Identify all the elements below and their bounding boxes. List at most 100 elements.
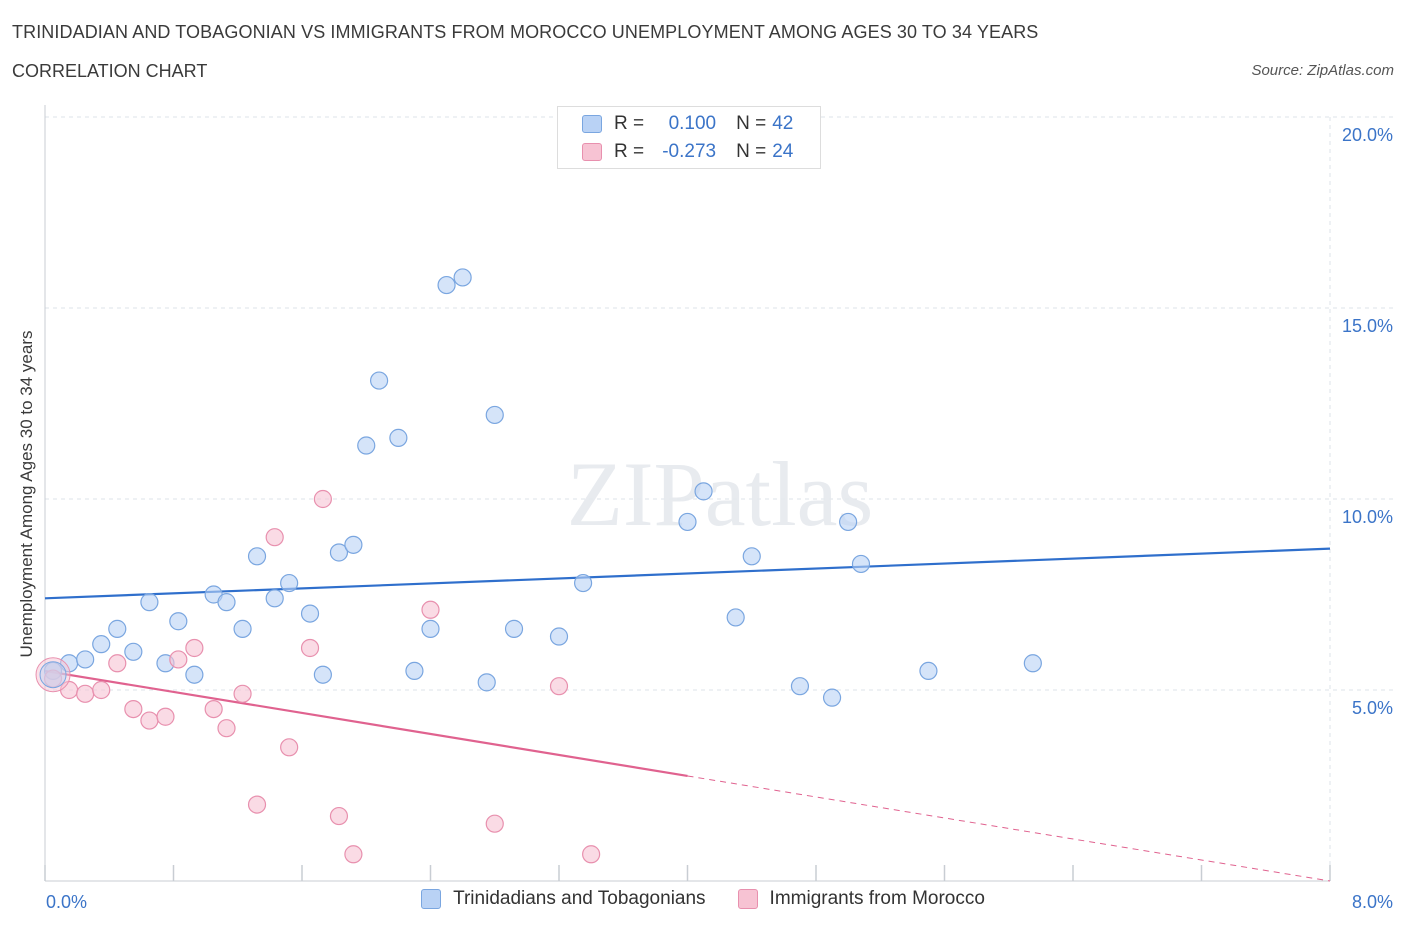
- trend-line-morocco: [44, 669, 688, 778]
- point-trinidadian: [790, 677, 810, 696]
- point-trinidadian: [329, 543, 349, 562]
- point-trinidadian: [108, 619, 127, 638]
- point-morocco: [313, 489, 332, 509]
- point-morocco: [344, 845, 363, 864]
- r-value: 0.100: [668, 113, 717, 134]
- point-morocco: [247, 795, 267, 814]
- point-morocco: [204, 699, 223, 719]
- point-morocco: [76, 684, 95, 703]
- tick-labels: 5.0% 10.0% 15.0% 20.0% 0.0% 8.0%: [46, 125, 1393, 912]
- legend-label: Immigrants from Morocco: [769, 888, 985, 909]
- point-morocco: [92, 680, 111, 700]
- trend-line-trinidadian: [44, 547, 1331, 600]
- data-points: [35, 268, 1042, 864]
- point-trinidadian: [453, 268, 472, 287]
- blue-swatch: [421, 889, 442, 909]
- point-morocco: [549, 677, 569, 696]
- point-morocco: [280, 738, 299, 757]
- point-trinidadian: [549, 627, 569, 646]
- n-value: 42: [772, 113, 794, 134]
- chart-subtitle: CORRELATION CHART: [12, 61, 208, 81]
- point-morocco: [233, 684, 252, 703]
- legend-item-trinidadians: Trinidadians and Tobagonians: [421, 888, 706, 910]
- point-trinidadian: [742, 547, 761, 566]
- legend-item-morocco: Immigrants from Morocco: [737, 888, 985, 910]
- point-trinidadian: [124, 642, 143, 661]
- point-morocco: [124, 699, 143, 719]
- stats-legend-row-blue: R = 0.100 N = 42: [582, 112, 793, 136]
- point-trinidadian: [169, 612, 188, 631]
- point-trinidadian: [573, 573, 593, 593]
- point-trinidadian: [504, 619, 524, 638]
- watermark: ZIPatlas: [567, 443, 874, 545]
- point-morocco: [140, 711, 159, 730]
- point-trinidadian: [217, 593, 236, 612]
- point-trinidadian: [726, 608, 745, 627]
- blue-swatch: [582, 115, 602, 133]
- point-trinidadian: [344, 535, 363, 554]
- pink-swatch: [737, 889, 758, 909]
- point-trinidadian: [389, 428, 408, 447]
- point-morocco: [582, 845, 601, 864]
- y-axis-label: Unemployment Among Ages 30 to 34 years: [17, 330, 36, 658]
- point-trinidadian: [851, 554, 871, 574]
- source-label: Source: ZipAtlas.com: [1251, 62, 1394, 79]
- point-trinidadian: [694, 482, 713, 501]
- y-tick-label: 20.0%: [1342, 125, 1393, 145]
- point-morocco: [265, 528, 284, 547]
- n-label: N =: [736, 141, 767, 162]
- point-morocco: [217, 719, 236, 738]
- trend-lines: [44, 547, 1331, 882]
- point-trinidadian: [233, 619, 252, 638]
- point-morocco: [156, 707, 175, 726]
- point-morocco: [300, 638, 320, 658]
- y-tick-label: 10.0%: [1342, 507, 1393, 527]
- point-trinidadian: [437, 275, 456, 295]
- point-morocco: [185, 638, 204, 658]
- point-morocco: [485, 814, 504, 833]
- point-morocco: [421, 600, 440, 619]
- y-tick-label: 5.0%: [1352, 698, 1393, 718]
- r-label: R =: [614, 113, 645, 134]
- chart-title: TRINIDADIAN AND TOBAGONIAN VS IMMIGRANTS…: [12, 22, 1039, 42]
- pink-swatch: [582, 143, 602, 161]
- point-trinidadian: [39, 661, 67, 689]
- point-trinidadian: [300, 604, 320, 623]
- point-trinidadian: [185, 665, 204, 684]
- stats-legend-row-pink: R = -0.273 N = 24: [582, 140, 793, 164]
- point-trinidadian: [280, 573, 299, 593]
- n-label: N =: [736, 113, 767, 134]
- y-tick-label: 15.0%: [1342, 316, 1393, 336]
- point-morocco: [329, 806, 349, 826]
- r-value: -0.273: [662, 141, 717, 162]
- point-trinidadian: [265, 589, 284, 608]
- point-trinidadian: [76, 650, 95, 669]
- point-trinidadian: [421, 619, 440, 638]
- point-morocco: [169, 650, 188, 669]
- legend-label: Trinidadians and Tobagonians: [453, 888, 706, 909]
- point-trinidadian: [370, 371, 389, 390]
- point-trinidadian: [357, 436, 376, 455]
- point-trinidadian: [1023, 654, 1042, 673]
- point-trinidadian: [485, 405, 504, 425]
- point-trinidadian: [140, 593, 159, 612]
- point-trinidadian: [405, 661, 424, 681]
- point-morocco: [35, 657, 71, 693]
- point-trinidadian: [477, 673, 496, 692]
- n-value: 24: [772, 141, 794, 162]
- point-trinidadian: [822, 688, 842, 707]
- point-trinidadian: [247, 547, 267, 566]
- point-trinidadian: [92, 635, 111, 654]
- trend-line-morocco-dashed: [687, 775, 1331, 882]
- point-morocco: [108, 654, 127, 673]
- x-tick-label: 8.0%: [1352, 892, 1393, 912]
- series-legend: Trinidadians and Tobagonians Immigrants …: [0, 888, 1406, 910]
- axes: [44, 105, 1331, 882]
- point-trinidadian: [678, 512, 697, 532]
- point-trinidadian: [313, 665, 332, 684]
- r-label: R =: [614, 141, 645, 162]
- point-trinidadian: [839, 512, 858, 532]
- stats-legend: R = 0.100 N = 42 R = -0.273 N = 24: [557, 106, 821, 169]
- x-tick-label: 0.0%: [46, 892, 87, 912]
